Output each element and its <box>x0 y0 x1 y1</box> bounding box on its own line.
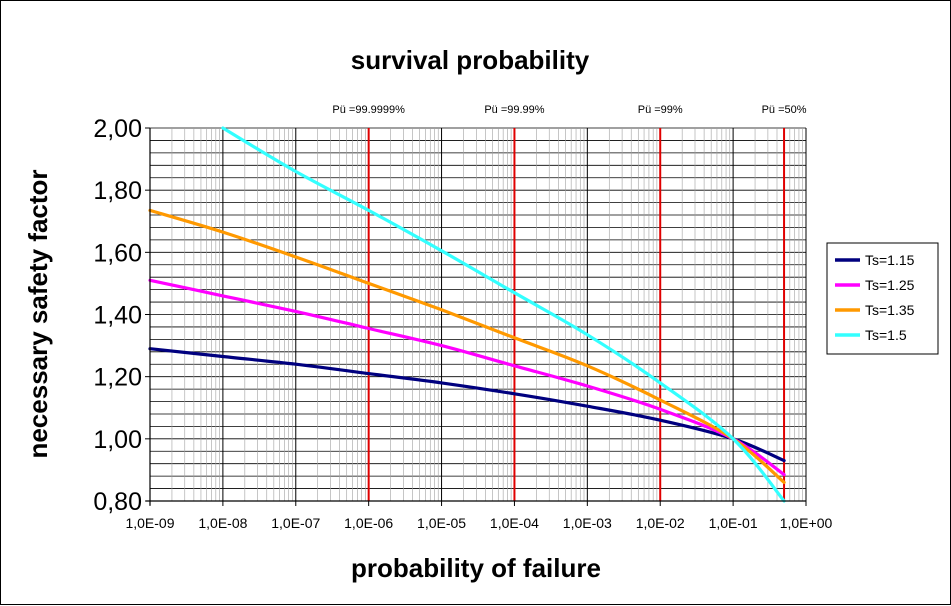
series-line-2 <box>148 278 786 477</box>
series-line-3 <box>148 208 786 484</box>
legend-label-1: Ts=1.15 <box>865 252 915 268</box>
legend-label-3: Ts=1.35 <box>865 302 915 318</box>
x-tick-label: 1,0E-04 <box>490 515 539 531</box>
x-tick-label: 1,0E-03 <box>563 515 612 531</box>
series-line-1 <box>148 347 786 463</box>
chart-title: survival probability <box>351 45 590 75</box>
y-tick-label: 1,20 <box>93 364 142 392</box>
x-tick-label: 1,0E-01 <box>709 515 758 531</box>
y-tick-label: 2,00 <box>93 115 142 143</box>
y-tick-label: 1,80 <box>93 177 142 205</box>
x-tick-label: 1,0E-05 <box>417 515 466 531</box>
series-line-4 <box>221 126 786 503</box>
tick-labels: 0,80 1,00 1,20 1,40 1,60 1,80 2,00 1,0E-09 1,0E-… <box>93 115 832 531</box>
annotation-label: Pü =50% <box>762 104 807 116</box>
x-tick-label: 1,0E-02 <box>636 515 685 531</box>
grid <box>149 127 807 502</box>
legend-label-2: Ts=1.25 <box>865 277 915 293</box>
x-tick-label: 1,0E+00 <box>780 515 833 531</box>
annotation-label: Pü =99% <box>638 104 683 116</box>
x-tick-label: 1,0E-09 <box>125 515 174 531</box>
y-tick-label: 1,00 <box>93 426 142 454</box>
y-axis-label: necessary safety factor <box>23 169 53 458</box>
x-tick-label: 1,0E-08 <box>198 515 247 531</box>
legend: Ts=1.15 Ts=1.25 Ts=1.35 Ts=1.5 <box>826 242 939 355</box>
annotation-label: Pü =99.99% <box>484 104 544 116</box>
axes <box>146 128 806 505</box>
series-lines <box>148 126 786 503</box>
legend-label-4: Ts=1.5 <box>865 327 907 343</box>
x-tick-label: 1,0E-06 <box>344 515 393 531</box>
x-axis-label: probability of failure <box>351 553 601 583</box>
x-tick-label: 1,0E-07 <box>271 515 320 531</box>
annotations: Pü =99.9999% Pü =99.99% Pü =99% Pü =50% <box>332 104 807 501</box>
y-tick-label: 1,60 <box>93 239 142 267</box>
annotation-label: Pü =99.9999% <box>332 104 405 116</box>
y-tick-label: 0,80 <box>93 488 142 516</box>
y-tick-label: 1,40 <box>93 302 142 330</box>
